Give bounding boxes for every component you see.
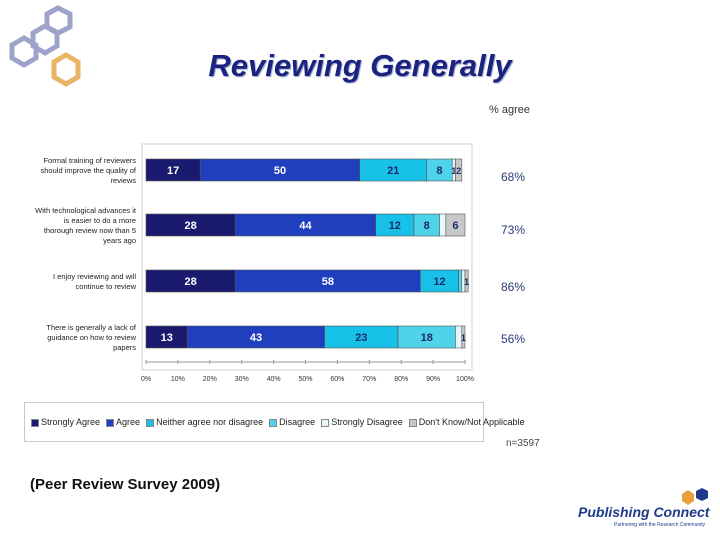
logo-name: Publishing Connect bbox=[578, 504, 710, 520]
data-label: 28 bbox=[185, 220, 197, 232]
category-label: With technological advances it is easier … bbox=[35, 206, 137, 245]
source-note: (Peer Review Survey 2009) bbox=[30, 476, 221, 493]
legend-swatch bbox=[31, 418, 39, 427]
data-label: 8 bbox=[424, 220, 430, 232]
data-label: 1 bbox=[451, 166, 456, 176]
stacked-bar-chart: 0% 10% 20% 30% 40% 50% 60% 70% 80% 90% 100% Formal … bbox=[35, 143, 474, 383]
bar-segment bbox=[464, 269, 469, 293]
x-tick-label: 0% bbox=[141, 376, 151, 383]
x-tick-label: 70% bbox=[362, 376, 376, 383]
hexagon-decoration bbox=[9, 5, 81, 87]
legend-swatch bbox=[408, 418, 417, 427]
category-label: Formal training of reviewers should impro… bbox=[41, 156, 137, 185]
legend-entry: Neither agree nor disagree bbox=[146, 417, 263, 427]
data-label: 1 bbox=[464, 277, 469, 287]
hexagon-icon bbox=[51, 52, 81, 87]
data-label: 58 bbox=[322, 276, 334, 288]
logo-hexagon-icon bbox=[682, 488, 708, 505]
legend-swatch bbox=[269, 418, 278, 427]
bar-segment bbox=[439, 213, 447, 237]
hexagon-icon bbox=[9, 35, 39, 68]
x-tick-label: 30% bbox=[235, 376, 249, 383]
data-label: 13 bbox=[161, 332, 173, 344]
category-label: I enjoy reviewing and will continue to re… bbox=[53, 272, 137, 291]
x-tick-label: 40% bbox=[267, 376, 281, 383]
data-label: 12 bbox=[389, 220, 401, 232]
percent-agree-value: 56% bbox=[501, 332, 526, 346]
legend-label: Agree bbox=[116, 417, 141, 427]
data-label: 8 bbox=[436, 165, 442, 177]
legend-label: Neither agree nor disagree bbox=[156, 417, 264, 427]
x-tick-label: 90% bbox=[426, 376, 440, 383]
data-label: 6 bbox=[452, 220, 458, 232]
percent-agree-value: 86% bbox=[501, 280, 526, 294]
legend-entry: Strongly Agree bbox=[31, 417, 100, 427]
legend-swatch bbox=[106, 418, 115, 427]
category-label: There is generally a lack of guidance on … bbox=[46, 323, 137, 352]
x-tick-label: 50% bbox=[298, 376, 312, 383]
data-label: 12 bbox=[433, 276, 445, 288]
data-label: 17 bbox=[167, 165, 179, 177]
legend-label: Strongly Disagree bbox=[331, 417, 403, 427]
data-label: 21 bbox=[387, 165, 399, 177]
legend-entry: Disagree bbox=[269, 417, 315, 427]
bar-segment bbox=[445, 213, 466, 237]
x-tick-label: 80% bbox=[394, 376, 408, 383]
chart-legend: Strongly Agree Agree Neither agree nor dis… bbox=[24, 402, 525, 442]
legend-entry: Don't Know/Not Applicable bbox=[408, 417, 525, 427]
legend-swatch bbox=[146, 418, 155, 427]
hexagon-icon bbox=[30, 23, 60, 56]
legend-label: Strongly Agree bbox=[41, 417, 101, 427]
data-label: 28 bbox=[185, 276, 197, 288]
logo-tagline: Partnering with the Research Community bbox=[614, 522, 706, 528]
legend-entry: Agree bbox=[106, 417, 140, 427]
legend-swatch bbox=[321, 418, 330, 427]
x-tick-label: 60% bbox=[330, 376, 344, 383]
data-label: 44 bbox=[299, 220, 312, 232]
data-label: 1 bbox=[461, 333, 466, 343]
x-tick-label: 20% bbox=[203, 376, 217, 383]
percent-agree-header: % agree bbox=[489, 104, 530, 116]
percent-agree-value: 73% bbox=[501, 223, 526, 237]
data-label: 50 bbox=[274, 165, 286, 177]
publishing-connect-logo: Publishing Connect Partnering with the R… bbox=[578, 488, 710, 534]
legend-label: Don't Know/Not Applicable bbox=[418, 417, 525, 427]
x-tick-label: 100% bbox=[456, 376, 474, 383]
data-label: 2 bbox=[456, 166, 461, 176]
data-label: 23 bbox=[355, 332, 367, 344]
bar-segment bbox=[455, 158, 463, 182]
plot-area-frame bbox=[141, 143, 473, 371]
data-label: 18 bbox=[421, 332, 433, 344]
bar-segment bbox=[458, 269, 463, 293]
x-tick-label: 10% bbox=[171, 376, 185, 383]
data-label: 43 bbox=[250, 332, 262, 344]
bar-segment bbox=[461, 325, 466, 349]
legend-label: Disagree bbox=[279, 417, 316, 427]
sample-size: n=3597 bbox=[506, 438, 540, 449]
legend-entry: Strongly Disagree bbox=[321, 417, 403, 427]
page-title: Reviewing Generally bbox=[208, 48, 512, 83]
percent-agree-value: 68% bbox=[501, 170, 526, 184]
